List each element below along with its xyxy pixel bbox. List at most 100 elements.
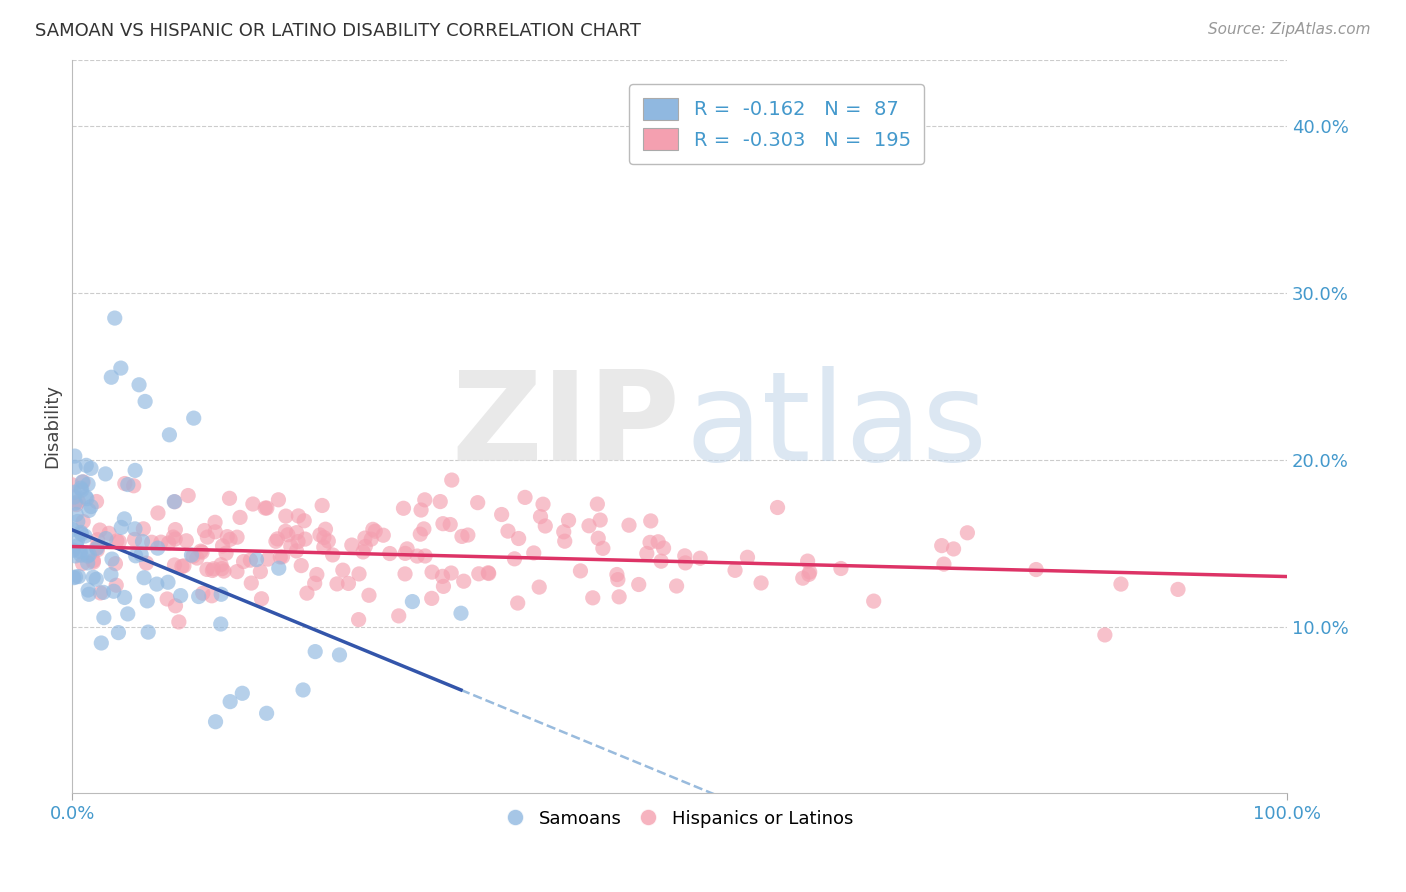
Point bbox=[256, 501, 278, 516]
Point bbox=[89, 523, 111, 537]
Point bbox=[73, 529, 96, 543]
Point bbox=[163, 558, 186, 572]
Point bbox=[232, 555, 254, 569]
Point bbox=[66, 515, 89, 529]
Point bbox=[429, 494, 451, 508]
Point bbox=[65, 498, 87, 512]
Point bbox=[70, 525, 93, 540]
Point bbox=[226, 530, 249, 544]
Point bbox=[285, 544, 308, 558]
Point bbox=[105, 533, 128, 548]
Point bbox=[100, 567, 122, 582]
Point bbox=[63, 485, 86, 500]
Point bbox=[388, 608, 411, 623]
Point bbox=[292, 514, 315, 528]
Point bbox=[468, 566, 491, 581]
Point bbox=[177, 489, 200, 503]
Point bbox=[86, 541, 108, 555]
Point bbox=[135, 556, 157, 570]
Point bbox=[432, 579, 454, 593]
Point bbox=[94, 467, 117, 481]
Point bbox=[582, 591, 605, 605]
Point bbox=[354, 540, 377, 554]
Point bbox=[209, 617, 232, 632]
Point bbox=[592, 541, 614, 556]
Point bbox=[830, 561, 852, 575]
Point bbox=[63, 490, 86, 504]
Point bbox=[94, 532, 117, 546]
Point bbox=[249, 565, 271, 579]
Point bbox=[136, 594, 159, 608]
Point bbox=[606, 573, 628, 587]
Point bbox=[195, 530, 218, 544]
Point bbox=[586, 531, 609, 545]
Point bbox=[1094, 628, 1116, 642]
Point bbox=[797, 567, 820, 582]
Point bbox=[62, 523, 84, 537]
Point bbox=[201, 589, 224, 603]
Legend: Samoans, Hispanics or Latinos: Samoans, Hispanics or Latinos bbox=[499, 802, 860, 836]
Text: ZIP: ZIP bbox=[451, 366, 679, 487]
Point bbox=[76, 556, 98, 570]
Point bbox=[217, 530, 239, 544]
Point bbox=[134, 394, 156, 409]
Point bbox=[394, 566, 416, 581]
Point bbox=[942, 541, 965, 556]
Point bbox=[157, 536, 180, 550]
Point bbox=[201, 564, 224, 578]
Point bbox=[105, 578, 128, 592]
Point bbox=[364, 524, 387, 539]
Point bbox=[304, 576, 326, 591]
Point bbox=[257, 552, 280, 566]
Point bbox=[129, 548, 152, 562]
Point bbox=[191, 545, 214, 559]
Point bbox=[183, 411, 205, 425]
Point bbox=[219, 533, 242, 547]
Point bbox=[254, 501, 277, 516]
Point bbox=[280, 539, 302, 553]
Point bbox=[173, 558, 195, 573]
Point bbox=[141, 535, 163, 549]
Point bbox=[107, 625, 129, 640]
Point bbox=[202, 562, 225, 576]
Point bbox=[309, 528, 332, 542]
Point bbox=[191, 586, 214, 600]
Point bbox=[1167, 582, 1189, 597]
Point bbox=[86, 533, 108, 547]
Point bbox=[157, 427, 180, 442]
Point bbox=[165, 532, 187, 546]
Point bbox=[394, 546, 416, 560]
Point bbox=[607, 590, 630, 604]
Point bbox=[931, 539, 953, 553]
Point bbox=[86, 494, 108, 508]
Point bbox=[204, 714, 226, 729]
Point bbox=[569, 564, 592, 578]
Point bbox=[72, 475, 94, 489]
Point bbox=[496, 524, 519, 538]
Point bbox=[361, 522, 384, 536]
Point bbox=[89, 586, 111, 600]
Point bbox=[724, 563, 747, 577]
Point bbox=[86, 542, 108, 557]
Point bbox=[553, 524, 575, 539]
Text: Source: ZipAtlas.com: Source: ZipAtlas.com bbox=[1208, 22, 1371, 37]
Point bbox=[162, 530, 184, 544]
Point bbox=[332, 563, 354, 577]
Point bbox=[506, 596, 529, 610]
Point bbox=[440, 473, 463, 487]
Point bbox=[117, 607, 139, 621]
Point bbox=[82, 555, 104, 569]
Point bbox=[62, 543, 84, 558]
Point bbox=[77, 583, 100, 598]
Point bbox=[80, 461, 103, 475]
Point bbox=[529, 509, 551, 524]
Point bbox=[1025, 563, 1047, 577]
Point bbox=[264, 534, 287, 549]
Point bbox=[128, 377, 150, 392]
Point bbox=[406, 549, 429, 563]
Point bbox=[149, 535, 172, 549]
Point bbox=[84, 572, 107, 586]
Point bbox=[523, 546, 546, 560]
Point bbox=[401, 594, 423, 608]
Point bbox=[271, 549, 294, 564]
